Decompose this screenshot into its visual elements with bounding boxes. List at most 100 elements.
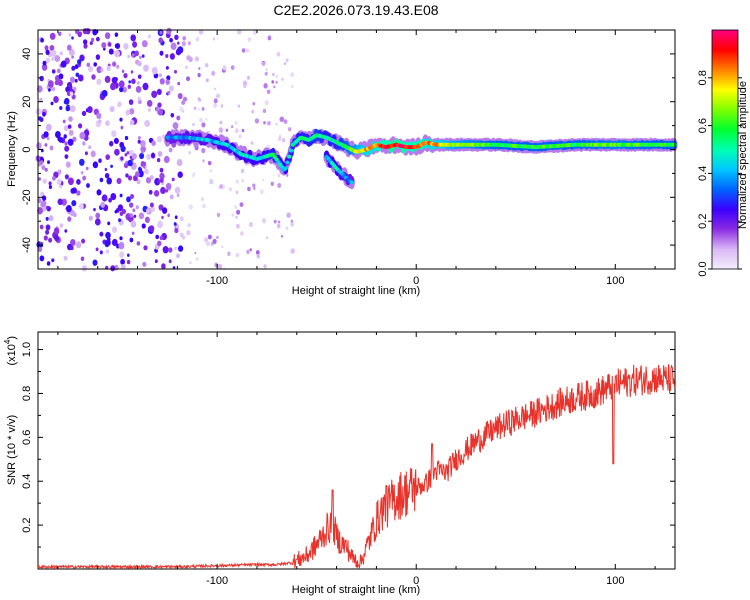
noise-dot: [179, 216, 184, 222]
noise-dot: [275, 80, 278, 84]
noise-dot: [123, 162, 129, 169]
noise-dot: [263, 264, 267, 269]
noise-dot: [186, 230, 191, 236]
noise-dot: [78, 123, 83, 129]
noise-dot: [67, 216, 72, 222]
noise-dot: [140, 140, 146, 148]
noise-dot: [275, 122, 278, 126]
noise-dot: [188, 151, 191, 155]
noise-dot: [41, 63, 48, 71]
noise-dot: [45, 123, 52, 132]
y-tick-label: 1.0: [21, 342, 33, 357]
noise-dot: [118, 241, 125, 250]
noise-dot: [79, 158, 85, 166]
noise-dot: [57, 169, 62, 175]
noise-dot: [246, 249, 250, 255]
noise-dot: [181, 235, 186, 240]
noise-dot: [105, 249, 110, 254]
noise-dot: [198, 29, 204, 35]
noise-dot: [43, 131, 49, 138]
noise-dot: [122, 86, 127, 93]
noise-dot: [39, 255, 45, 262]
noise-dot: [290, 248, 295, 254]
colorbar-tick-label: 0.6: [697, 118, 709, 133]
x-tick-label: 0: [413, 575, 419, 587]
noise-dot: [129, 202, 134, 208]
y-tick-label: 0: [21, 146, 33, 152]
noise-dot: [65, 105, 71, 112]
noise-dot: [156, 88, 162, 95]
noise-dot: [238, 134, 242, 139]
noise-dot: [211, 70, 216, 76]
noise-dot: [135, 205, 139, 210]
noise-dot: [40, 191, 45, 197]
noise-dot: [45, 224, 51, 231]
noise-dot: [47, 160, 50, 165]
noise-dot: [37, 207, 43, 215]
noise-dot: [288, 127, 292, 132]
noise-dot: [114, 148, 120, 156]
noise-dot: [93, 207, 96, 212]
noise-dot: [146, 99, 153, 107]
noise-dot: [106, 65, 111, 72]
noise-dot: [216, 93, 221, 99]
noise-dot: [241, 48, 246, 53]
noise-dot: [49, 145, 54, 151]
noise-dot: [157, 179, 161, 184]
noise-dot: [151, 90, 158, 99]
noise-dot: [67, 124, 72, 129]
noise-dot: [57, 198, 63, 206]
noise-dot: [166, 27, 172, 35]
noise-dot: [129, 213, 133, 218]
noise-dot: [110, 193, 117, 201]
noise-dot: [96, 189, 102, 196]
noise-dot: [110, 164, 113, 168]
noise-dot: [254, 118, 260, 124]
noise-dot: [145, 177, 152, 184]
noise-dot: [247, 186, 251, 192]
noise-dot: [205, 78, 209, 83]
noise-dot: [117, 204, 124, 212]
noise-dot: [88, 145, 92, 150]
noise-dot: [52, 175, 56, 181]
noise-dot: [157, 220, 164, 229]
noise-dot: [45, 216, 49, 221]
colorbar-tick-label: 0.8: [697, 70, 709, 85]
noise-dot: [48, 215, 54, 222]
noise-dot: [110, 265, 116, 272]
noise-dot: [181, 100, 186, 105]
noise-dot: [159, 50, 164, 56]
noise-dot: [50, 49, 57, 57]
spectrogram-x-label: Height of straight line (km): [292, 285, 420, 297]
noise-dot: [81, 265, 87, 272]
noise-dot: [153, 190, 160, 197]
noise-dot: [144, 216, 150, 223]
noise-dot: [202, 159, 205, 163]
noise-dot: [92, 259, 98, 266]
noise-dot: [51, 56, 55, 62]
noise-dot: [141, 223, 146, 229]
noise-dot: [65, 161, 71, 168]
noise-dot: [63, 100, 67, 104]
noise-dot: [245, 48, 250, 53]
noise-dot: [50, 101, 54, 106]
noise-dot: [71, 36, 74, 40]
noise-dot: [193, 106, 197, 110]
noise-dot: [108, 48, 114, 55]
noise-dot: [123, 43, 129, 50]
noise-dot: [105, 154, 110, 161]
colorbar-tick-label: 0.2: [697, 214, 709, 229]
noise-dot: [143, 64, 149, 72]
noise-dot: [235, 179, 239, 184]
noise-dot: [166, 75, 171, 81]
ridge-core: [285, 160, 290, 165]
noise-dot: [53, 96, 59, 103]
noise-dot: [127, 159, 133, 167]
noise-dot: [185, 65, 188, 70]
noise-dot: [133, 214, 137, 218]
noise-dot: [82, 141, 86, 146]
noise-dot: [120, 145, 126, 153]
noise-dot: [125, 160, 128, 164]
noise-dot: [219, 184, 223, 189]
noise-dot: [129, 108, 135, 115]
